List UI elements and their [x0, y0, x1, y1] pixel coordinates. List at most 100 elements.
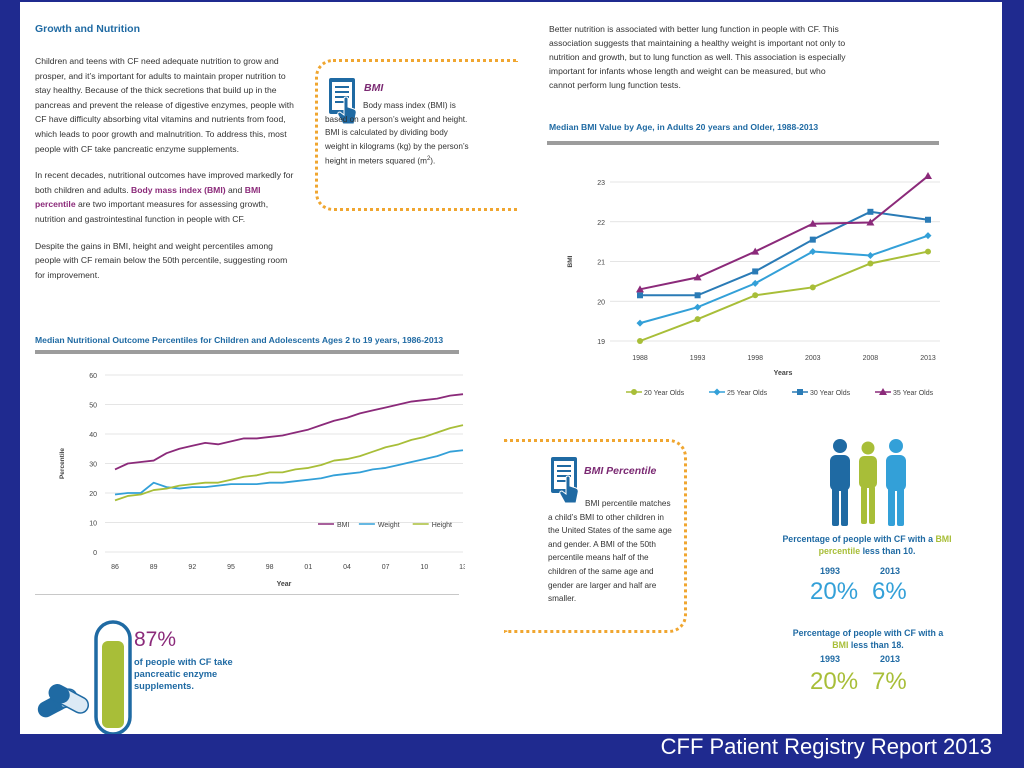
x-axis-label: Years — [774, 370, 793, 377]
x-tick-label: 1998 — [747, 355, 763, 362]
bmi-callout-sup: 2 — [426, 156, 431, 163]
legend-marker-25-year-olds — [713, 388, 721, 396]
data-point-20-year-olds — [867, 260, 874, 267]
growth-p2-a: In recent decades, nutritional outcomes … — [35, 170, 294, 195]
stat1-caption-highlight: BMI percentile — [818, 534, 952, 556]
x-tick-label: 95 — [227, 564, 235, 571]
stat2-caption-a: Percentage of people with CF with a — [792, 628, 944, 638]
data-point-25-year-olds — [636, 319, 644, 327]
bmi-callout-title: BMI — [364, 82, 384, 94]
child-percentile-chart-title: Median Nutritional Outcome Percentiles f… — [35, 335, 444, 345]
y-tick-label: 21 — [597, 260, 605, 267]
enzyme-capsule-graphic — [32, 620, 132, 734]
series-line-20-year-olds — [639, 250, 929, 342]
y-tick-label: 50 — [89, 403, 97, 410]
footer-report-title: CFF Patient Registry Report 2013 — [660, 734, 992, 759]
lung-function-text: Better nutrition is associated with bett… — [549, 24, 846, 90]
data-point-20-year-olds — [809, 284, 816, 291]
adult-chart-top-rule — [547, 141, 939, 145]
stat1-caption-b: less than 10. — [862, 545, 916, 556]
growth-paragraph-3: Despite the gains in BMI, height and wei… — [35, 240, 288, 280]
data-point-35-year-olds — [636, 285, 644, 293]
series-line-30-year-olds — [640, 210, 929, 297]
legend-marker-35-year-olds — [879, 388, 887, 395]
bmi-percentile-callout-box — [504, 439, 687, 633]
x-tick-label: 07 — [382, 564, 390, 571]
y-tick-label: 40 — [89, 432, 97, 439]
x-tick-label: 86 — [111, 564, 119, 571]
pill-icon — [37, 684, 90, 718]
y-tick-label: 20 — [89, 491, 97, 498]
data-point-25-year-olds — [694, 303, 702, 311]
y-tick-label: 20 — [597, 299, 605, 306]
y-axis-label: Percentile — [59, 448, 66, 479]
legend-label-bmi: BMI — [337, 522, 350, 529]
x-axis-label: Year — [277, 581, 292, 588]
data-point-30-year-olds — [752, 268, 759, 275]
x-tick-label: 89 — [150, 564, 158, 571]
x-tick-label: 04 — [343, 564, 351, 571]
legend-marker-20-year-olds — [631, 389, 637, 395]
y-tick-label: 30 — [89, 462, 97, 469]
y-tick-label: 22 — [597, 220, 605, 227]
x-tick-label: 1993 — [690, 355, 706, 362]
data-point-25-year-olds — [751, 279, 759, 287]
data-point-30-year-olds — [694, 292, 701, 299]
stat1-caption-a: Percentage of people with CF with a — [782, 534, 933, 544]
stat2-caption: Percentage of people with CF with a BMI … — [788, 628, 948, 651]
growth-title: Growth and Nutrition — [35, 23, 140, 35]
bmi-percentile-callout-text: BMI percentile matches a child’s BMI to … — [548, 499, 672, 604]
stat2-value-1993: 20% — [810, 668, 859, 695]
growth-p2-bmi-term: Body mass index (BMI) — [131, 184, 226, 195]
y-tick-label: 23 — [597, 180, 605, 187]
data-point-25-year-olds — [866, 252, 874, 260]
child-chart-top-rule — [35, 350, 459, 354]
growth-text: Children and teens with CF need adequate… — [35, 54, 295, 294]
stat2-value-2013: 7% — [872, 668, 907, 695]
enzyme-text: of people with CF take pancreatic enzyme… — [134, 657, 233, 691]
x-tick-label: 13 — [459, 564, 465, 571]
data-point-20-year-olds — [637, 338, 643, 344]
data-point-35-year-olds — [751, 247, 760, 255]
child-chart-bottom-rule — [35, 594, 459, 595]
x-tick-label: 2013 — [920, 355, 936, 362]
x-tick-label: 98 — [266, 564, 274, 571]
x-tick-label: 01 — [304, 564, 312, 571]
data-point-35-year-olds — [924, 172, 932, 180]
data-point-25-year-olds — [924, 232, 932, 240]
x-tick-label: 2008 — [863, 355, 879, 362]
data-point-25-year-olds — [809, 248, 817, 256]
adult-bmi-chart: 19 20 21 22 23 1988 1993 1998 2003 2008 2013 Years B… — [567, 172, 940, 397]
bmi-callout-text: Body mass index (BMI) is based on a pers… — [325, 99, 470, 169]
y-tick-label: 10 — [89, 521, 97, 528]
tablet-touch-icon — [328, 77, 358, 134]
adult-bmi-chart-title: Median BMI Value by Age, in Adults 20 ye… — [549, 122, 819, 132]
series-line-25-year-olds — [639, 234, 929, 325]
stat2-caption-b: less than 18. — [850, 639, 904, 650]
series-line-bmi — [114, 393, 464, 471]
data-point-35-year-olds — [693, 273, 702, 281]
stat2-year2: 2013 — [880, 654, 901, 664]
data-point-30-year-olds — [637, 292, 643, 299]
legend-label-20-year-olds: 20 Year Olds — [644, 390, 685, 397]
growth-paragraph-1: Children and teens with CF need adequate… — [35, 56, 294, 154]
y-tick-label: 19 — [597, 339, 605, 346]
stat1-year2: 2013 — [880, 566, 901, 576]
legend-label-25-year-olds: 25 Year Olds — [727, 390, 768, 397]
y-axis-label: BMI — [567, 255, 574, 267]
growth-p2-b: are two important measures for assessing… — [35, 199, 269, 224]
legend-label-30-year-olds: 30 Year Olds — [810, 390, 851, 397]
series-line-35-year-olds — [639, 175, 929, 291]
x-tick-label: 92 — [188, 564, 196, 571]
bmi-percentile-callout-title: BMI Percentile — [584, 465, 657, 477]
y-tick-label: 0 — [93, 550, 97, 557]
legend-label-weight: Weight — [378, 522, 400, 529]
x-tick-label: 1988 — [632, 355, 648, 362]
child-percentile-chart: 0 10 20 30 40 50 60 86 89 92 95 98 01 04 07 10 13 Year Per… — [59, 373, 465, 588]
legend-marker-30-year-olds — [797, 389, 803, 395]
people-icon — [826, 438, 912, 533]
growth-p2-bmi-percentile-term: BMI percentile — [35, 184, 261, 210]
growth-p2-and: and — [228, 184, 243, 195]
stat1-value-1993: 20% — [810, 578, 859, 605]
stat1-year1: 1993 — [820, 566, 841, 576]
